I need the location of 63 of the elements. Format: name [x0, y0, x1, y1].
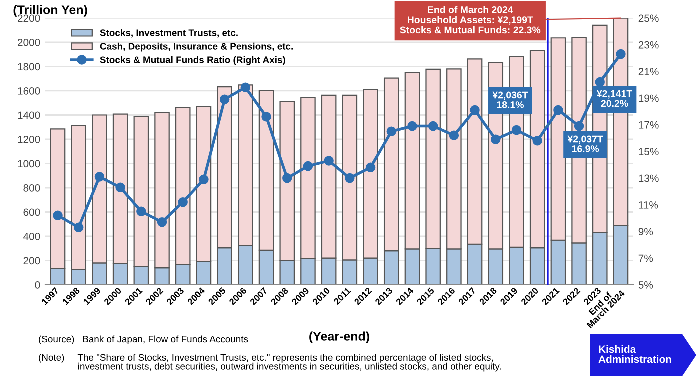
x-axis-title: (Year-end) — [310, 332, 370, 344]
point — [303, 161, 314, 172]
point — [178, 197, 188, 208]
point — [470, 105, 480, 116]
point — [240, 82, 251, 92]
text: Kishida Administration — [598, 345, 672, 364]
text: (Note) The "Share of Stocks, Investment Trusts, etc." represents the combined percentage of listed stocks, investment trusts, debt securities, outward investments in securities, unlisted stocks, and other equity. — [39, 354, 501, 372]
text: (Source) Bank of Japan, Flow of Funds Accounts — [39, 336, 248, 344]
point — [262, 112, 272, 122]
point — [554, 105, 564, 116]
y-tick-label: 1200 — [18, 136, 40, 144]
y2-tick-label: 7% — [638, 254, 654, 262]
point — [282, 173, 292, 184]
annotation: ¥2,036T 18.1% — [492, 92, 528, 108]
point — [74, 222, 84, 233]
y-tick-label: 1800 — [18, 63, 40, 71]
point — [94, 172, 105, 182]
y-tick-label: 200 — [24, 257, 40, 265]
point — [574, 121, 584, 132]
point — [408, 121, 418, 132]
y2-tick-label: 21% — [638, 68, 659, 76]
y2-tick-label: 5% — [638, 282, 654, 289]
point — [428, 121, 438, 132]
point — [595, 77, 605, 88]
y-tick-label: 800 — [24, 184, 40, 192]
y-axis-title: (Trillion Yen) — [14, 5, 88, 17]
y-tick-label: 2200 — [18, 14, 40, 22]
legend-label: Stocks & Mutual Funds Ratio (Right Axis) — [100, 56, 286, 66]
y-tick-label: 600 — [24, 208, 40, 216]
point — [449, 130, 460, 140]
annotation: End of March 2024 Household Assets: ¥2,199T Stocks & Mutual Funds: 22.3% — [400, 6, 541, 34]
point — [136, 206, 146, 217]
y-tick-label: 400 — [24, 233, 40, 240]
y-tick-label: 1400 — [18, 112, 40, 120]
point — [616, 49, 626, 60]
y-tick-label: 0 — [35, 282, 40, 289]
y2-tick-label: 13% — [639, 174, 659, 182]
point — [386, 126, 396, 136]
point — [157, 217, 168, 228]
y2-tick-label: 19% — [639, 94, 659, 102]
y-tick-label: 1000 — [18, 160, 40, 168]
point — [345, 173, 355, 184]
y2-tick-label: 17% — [639, 121, 659, 129]
point — [324, 156, 334, 166]
legend-label: Cash, Deposits, Insurance & Pensions, etc. — [100, 42, 293, 52]
annotation: ¥2,141T 20.2% — [596, 90, 632, 108]
y-tick-label: 1600 — [18, 87, 40, 95]
y2-tick-label: 23% — [638, 41, 659, 49]
y2-tick-label: 15% — [639, 148, 659, 156]
point — [53, 210, 63, 221]
point — [116, 182, 126, 192]
annotation: ¥2,037T 16.9% — [568, 136, 604, 152]
y2-tick-label: 11% — [639, 202, 658, 209]
y-tick-label: 2000 — [18, 38, 40, 46]
point — [512, 125, 522, 136]
legend-label: Stocks, Investment Trusts, etc. — [100, 29, 238, 38]
point — [366, 162, 376, 172]
y2-tick-label: 25% — [638, 14, 659, 22]
point — [491, 134, 501, 144]
y2-tick-label: 9% — [638, 228, 654, 236]
point — [220, 94, 230, 104]
point — [199, 174, 209, 184]
point — [532, 136, 542, 146]
